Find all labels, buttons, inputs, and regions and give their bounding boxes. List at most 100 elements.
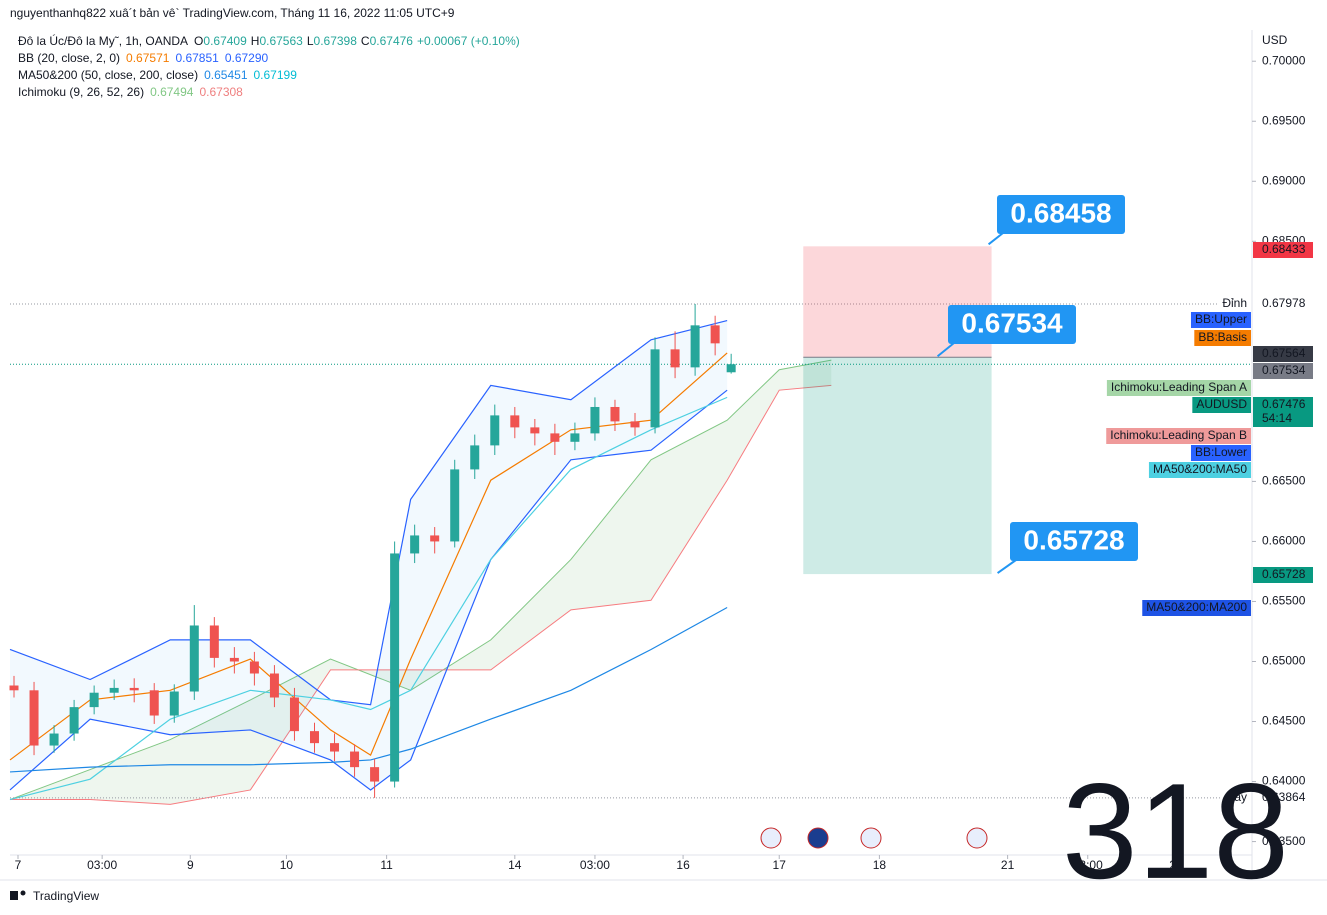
ohlc-value: 0.67398 [314, 34, 358, 48]
candle-body [330, 743, 340, 752]
candle-body [510, 415, 520, 428]
last-price: 0.67476 [1262, 397, 1306, 411]
x-tick-label: 10 [280, 858, 294, 872]
indicator-name: BB (20, close, 2, 0) [18, 51, 120, 65]
candle-body [530, 427, 540, 434]
candle-body [590, 406, 600, 434]
candle-body [269, 673, 279, 698]
legend-indicator: BB (20, close, 2, 0) 0.67571 0.67851 0.6729… [18, 51, 269, 65]
y-tick-label: 0.64000 [1262, 774, 1306, 788]
logo-mark [20, 890, 26, 896]
indicator-value: 0.67199 [254, 68, 298, 82]
x-tick-label: 21 [1001, 858, 1015, 872]
callout-box [948, 305, 1076, 344]
candle-body [89, 692, 99, 708]
y-tick-label: 0.69500 [1262, 113, 1306, 127]
brand: TradingView [33, 889, 99, 903]
candle-body [690, 325, 700, 368]
logo-mark [10, 891, 18, 900]
overlay-line [9, 606, 728, 773]
candle-body [229, 657, 239, 662]
high-tag-bg [1218, 295, 1251, 312]
callout-connector [936, 342, 955, 358]
indicator-value: 0.67571 [126, 51, 170, 65]
publisher: nguyenthanhq822 xuâ´t bản vê` TradingVie… [10, 6, 455, 20]
change: +0.00067 (+0.10%) [417, 34, 520, 48]
legend-indicator: MA50&200 (50, close, 200, close) 0.65451 0… [18, 68, 297, 82]
price-badge-bg [1253, 363, 1313, 379]
y-tick-label: 0.66000 [1262, 534, 1306, 548]
brand-logo: TradingView [10, 889, 99, 903]
series-tag: BB:Lower [1195, 445, 1247, 459]
callout-label: 0.65728 [1023, 524, 1124, 555]
low-badge: 0.63864 [1262, 790, 1306, 804]
x-tick-label: 7 [15, 858, 22, 872]
candle-body [390, 553, 400, 782]
candle-body [490, 415, 500, 446]
candle-body [9, 685, 19, 691]
x-tick-label: 14 [508, 858, 522, 872]
candle-body [430, 535, 440, 542]
price-badge: 0.67564 [1262, 346, 1306, 360]
legend-indicator: Ichimoku (9, 26, 52, 26) 0.67494 0.67308 [18, 85, 243, 99]
high-tag: Đỉnh [1222, 296, 1247, 310]
cloud-tag: Ichimoku:Leading Span A [1111, 380, 1247, 394]
candle-body [189, 625, 199, 692]
flag [760, 827, 782, 849]
cloud-tag-bg [1106, 428, 1251, 444]
candle-body [249, 661, 259, 674]
x-tick-label: 16 [676, 858, 690, 872]
y-tick-label: 0.64500 [1262, 714, 1306, 728]
cloud-line [9, 359, 832, 801]
candle-body [209, 625, 219, 658]
candle-body [450, 469, 460, 542]
series-tag-bg [1148, 462, 1251, 478]
price-badge: 0.68433 [1262, 242, 1306, 256]
callout-connector [987, 232, 1004, 246]
candle-body [129, 687, 139, 691]
low-tag-bg [1221, 789, 1251, 806]
symbol-name: Đô la Úc/Đô la My˜, 1h, OANDA [18, 33, 188, 48]
y-tick-label: 0.70000 [1262, 53, 1306, 67]
indicator-value: 0.67308 [199, 85, 243, 99]
candle-body [550, 433, 560, 442]
callout-box [997, 195, 1125, 234]
indicator-name: MA50&200 (50, close, 200, close) [18, 68, 198, 82]
symbol-tag: AUDUSD [1196, 397, 1247, 411]
price-badge-bg [1253, 242, 1313, 258]
series-tag: MA50&200:MA200 [1146, 600, 1247, 614]
last-badge-bg [1253, 397, 1313, 427]
candle-body [370, 767, 380, 782]
overlay-line [9, 396, 728, 801]
x-tick-label: 9 [187, 858, 194, 872]
ohlc-value: 0.67409 [203, 34, 247, 48]
candle-body [350, 751, 360, 768]
countdown: 54:14 [1262, 411, 1292, 425]
indicator-value: 0.67494 [150, 85, 194, 99]
x-tick-label: 03:00 [1073, 858, 1103, 872]
high-badge-bg [1253, 295, 1313, 312]
ohlc-key: C [361, 34, 370, 48]
callout-connector [997, 559, 1017, 574]
x-tick-label: 11 [380, 858, 393, 872]
position-reward [803, 357, 992, 575]
candle-body [470, 445, 480, 470]
cloud-tag-bg [1106, 380, 1251, 396]
symbol-tag-bg [1192, 397, 1251, 413]
y-tick-label: 0.66500 [1262, 474, 1306, 488]
candle-body [650, 349, 660, 428]
series-tag-bg [1194, 330, 1251, 346]
series-tag: BB:Upper [1195, 312, 1247, 326]
low-badge-bg [1253, 789, 1313, 806]
x-tick-label: 18 [873, 858, 887, 872]
callout-box [1010, 522, 1138, 561]
legend-symbol: Đô la Úc/Đô la My˜, 1h, OANDA O0.67409 H0.… [18, 33, 520, 48]
x-tick-label: 03:00 [87, 858, 117, 872]
candle-body [109, 687, 119, 693]
x-tick-label: 17 [773, 858, 787, 872]
candle-body [309, 731, 319, 744]
flag [807, 827, 829, 849]
candle-body [630, 421, 640, 428]
candle-body [710, 325, 720, 344]
